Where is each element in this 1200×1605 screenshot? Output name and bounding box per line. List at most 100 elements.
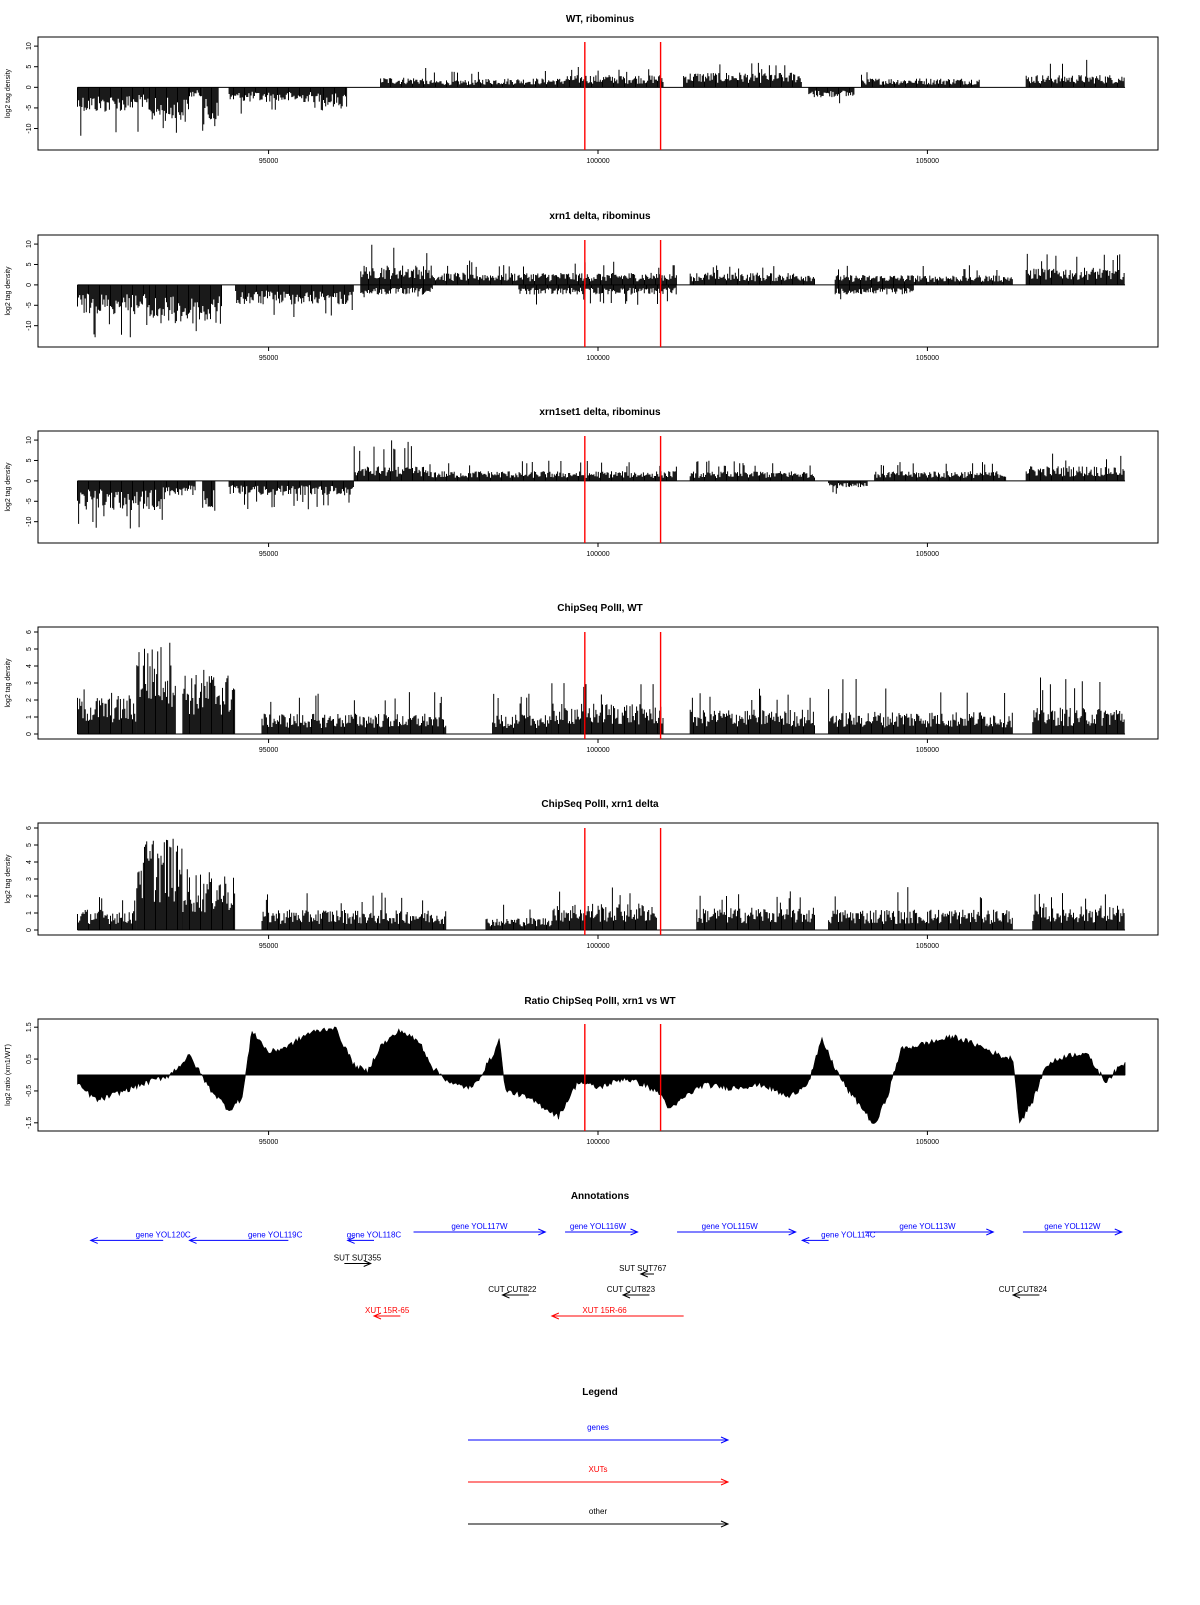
y-tick-label: 2: [26, 698, 33, 702]
annotation-feature: XUT 15R-66: [550, 1306, 684, 1320]
y-tick-label: 1.5: [26, 1022, 33, 1032]
annotation-feature: gene YOL116W: [565, 1222, 639, 1236]
bar-segment: [551, 683, 664, 734]
x-tick-label: 100000: [586, 355, 609, 362]
x-tick-label: 95000: [259, 355, 279, 362]
bars-group: [77, 244, 1125, 338]
legend-item: other: [468, 1507, 730, 1528]
x-tick-label: 105000: [916, 747, 939, 754]
annotation-feature: CUT CUT824: [999, 1285, 1048, 1299]
annotation-label: gene YOL119C: [248, 1230, 303, 1239]
x-tick-label: 95000: [259, 747, 279, 754]
y-tick-label: 10: [26, 42, 33, 50]
bar-segment: [689, 265, 815, 285]
y-tick-label: -5: [26, 105, 33, 111]
annotation-label: SUT SUT355: [334, 1254, 382, 1263]
annotation-feature: SUT SUT767: [619, 1264, 667, 1278]
bar-segment: [228, 480, 354, 510]
y-tick-label: 0: [26, 283, 33, 287]
bar-segment: [564, 67, 664, 88]
y-tick-label: 5: [26, 843, 33, 847]
annotation-label: gene YOL117W: [451, 1222, 508, 1231]
arrow-head: [788, 1228, 797, 1236]
y-tick-label: -5: [26, 498, 33, 504]
arrow-head: [986, 1228, 995, 1236]
arrow-head: [188, 1236, 197, 1244]
arrow-head: [538, 1228, 547, 1236]
arrow-head: [1011, 1291, 1021, 1299]
x-tick-label: 100000: [586, 943, 609, 950]
y-tick-label: 2: [26, 894, 33, 898]
y-tick-label: 10: [26, 436, 33, 444]
bar-segment: [1025, 59, 1125, 88]
bar-segment: [834, 284, 914, 300]
y-tick-label: 0: [26, 85, 33, 89]
y-tick-label: 5: [26, 262, 33, 266]
legend-item-label: XUTs: [588, 1465, 607, 1474]
bar-segment: [1025, 453, 1125, 481]
annotations-panel: Annotations gene YOL120C gene YOL119C gene …: [89, 1191, 1124, 1320]
arrow-head: [720, 1478, 730, 1486]
y-tick-label: -10: [26, 321, 33, 331]
y-tick-label: -10: [26, 123, 33, 133]
annotation-feature: gene YOL114C: [800, 1230, 876, 1244]
y-tick-label: 5: [26, 647, 33, 651]
bar-segment: [353, 440, 427, 481]
panel-wt_ribominus: WT, ribominus log2 tag density 10 5 0 -5 -10 95…: [5, 14, 1159, 165]
arrow-head: [363, 1260, 372, 1267]
bar-segment: [432, 260, 677, 285]
annotation-feature: gene YOL112W: [1022, 1222, 1124, 1236]
bar-segment: [874, 462, 1007, 481]
panel-chipseq_xrn1: ChipSeq PolII, xrn1 delta log2 tag densit…: [5, 799, 1159, 950]
annotation-label: gene YOL118C: [347, 1230, 402, 1239]
bar-segment: [478, 71, 565, 88]
bars-group: [77, 642, 1125, 734]
bar-segment: [162, 480, 196, 500]
legend-item: genes: [468, 1423, 730, 1444]
annotation-feature: gene YOL117W: [413, 1222, 547, 1236]
x-tick-label: 95000: [259, 943, 279, 950]
panel-title: ChipSeq PolII, xrn1 delta: [541, 799, 659, 810]
y-tick-label: -1.5: [26, 1117, 33, 1129]
y-axis-label: log2 tag density: [5, 658, 12, 708]
arrow-head: [89, 1236, 98, 1244]
bar-segment: [189, 87, 203, 97]
annotation-label: XUT 15R-65: [365, 1306, 410, 1315]
y-tick-label: 1: [26, 911, 33, 915]
bar-segment: [828, 480, 868, 494]
y-tick-label: 3: [26, 681, 33, 685]
bar-segment: [689, 460, 815, 481]
legend-item-label: other: [589, 1507, 608, 1516]
y-tick-label: 6: [26, 826, 33, 830]
y-tick-label: 0: [26, 479, 33, 483]
panel-xrn1set1_ribominus: xrn1set1 delta, ribominus log2 tag densit…: [5, 407, 1159, 558]
bar-segment: [834, 265, 1013, 285]
bar-segment: [77, 480, 163, 529]
y-tick-label: 5: [26, 65, 33, 69]
bar-segment: [228, 87, 321, 114]
arrow-head: [630, 1228, 639, 1236]
annotation-feature: CUT CUT823: [607, 1285, 656, 1299]
legend-item-label: genes: [587, 1423, 609, 1432]
y-axis-label: log2 tag density: [5, 854, 12, 904]
panel-title: xrn1set1 delta, ribominus: [539, 407, 661, 418]
panel-ratio_chipseq: Ratio ChipSeq PolII, xrn1 vs WT log2 rati…: [5, 996, 1159, 1146]
arrow-head: [800, 1236, 810, 1244]
arrow-head: [501, 1291, 510, 1299]
legend-item: XUTs: [468, 1465, 730, 1486]
x-tick-label: 100000: [586, 1139, 609, 1146]
arrow-head: [372, 1312, 382, 1320]
bar-segment: [202, 480, 216, 511]
annotation-label: gene YOL115W: [702, 1222, 759, 1231]
annotation-feature: gene YOL120C: [89, 1230, 191, 1244]
legend-title: Legend: [582, 1387, 618, 1398]
annotation-feature: XUT 15R-65: [365, 1306, 410, 1320]
bar-segment: [320, 87, 348, 111]
annotation-feature: SUT SUT355: [334, 1254, 382, 1267]
bar-segment: [380, 68, 427, 88]
y-axis-label: log2 tag density: [5, 266, 12, 316]
bar-segment: [861, 72, 980, 88]
bar-segment: [77, 897, 137, 930]
